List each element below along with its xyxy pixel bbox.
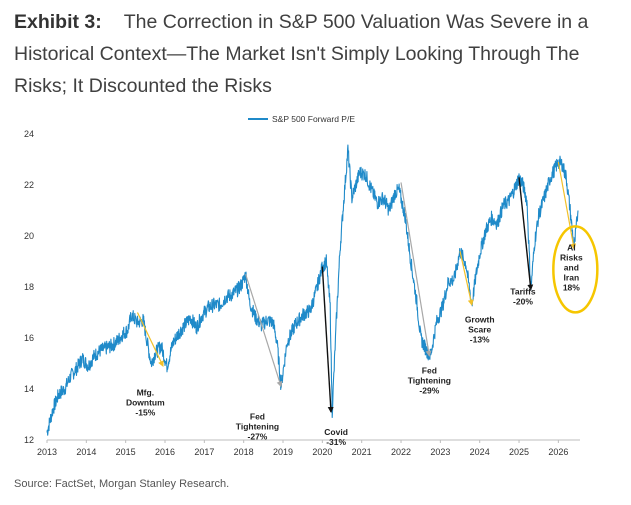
annotation-label: Growth Scare -13% (465, 315, 495, 345)
x-tick-label: 2020 (312, 447, 332, 457)
y-tick-label: 20 (24, 231, 34, 241)
y-tick-label: 16 (24, 333, 34, 343)
x-tick-label: 2021 (352, 447, 372, 457)
y-tick-label: 22 (24, 180, 34, 190)
y-tick-label: 12 (24, 435, 34, 445)
x-tick-label: 2019 (273, 447, 293, 457)
annotation-label: Fed Tightening -27% (236, 412, 279, 442)
x-tick-label: 2022 (391, 447, 411, 457)
x-tick-label: 2024 (470, 447, 490, 457)
legend-swatch (248, 118, 268, 120)
x-tick-label: 2016 (155, 447, 175, 457)
annotation-arrow (400, 182, 432, 357)
title-lead: Exhibit 3: (14, 11, 102, 33)
annotation-arrow (459, 251, 474, 306)
annotation-label: Covid -31% (324, 427, 348, 447)
annotation-label: Tariffs -20% (510, 287, 536, 307)
x-tick-label: 2015 (116, 447, 136, 457)
x-tick-label: 2013 (37, 447, 57, 457)
legend-label: S&P 500 Forward P/E (272, 114, 355, 124)
annotation-arrow (321, 266, 334, 413)
annotation-arrow (136, 312, 164, 367)
x-tick-label: 2026 (548, 447, 568, 457)
y-tick-label: 18 (24, 282, 34, 292)
page-title: Exhibit 3: The Correction in S&P 500 Valu… (14, 6, 626, 102)
annotation-label: Fed Tightening -29% (408, 366, 451, 396)
annotation-arrow (518, 177, 534, 291)
annotation-arrow (557, 161, 577, 250)
annotation-arrow (245, 274, 283, 388)
legend: S&P 500 Forward P/E (248, 114, 355, 124)
annotation-label: AI Risks and Iran 18% (560, 242, 583, 292)
highlight-ellipse (552, 225, 599, 314)
annotation-label: Mfg. Downtum -15% (126, 387, 165, 417)
source-note: Source: FactSet, Morgan Stanley Research… (14, 478, 230, 490)
x-tick-label: 2023 (430, 447, 450, 457)
y-tick-label: 24 (24, 129, 34, 139)
x-tick-label: 2025 (509, 447, 529, 457)
series-line-sp500-forward-pe (46, 144, 579, 436)
x-tick-label: 2017 (194, 447, 214, 457)
title-text: The Correction in S&P 500 Valuation Was … (14, 11, 589, 97)
x-tick-label: 2014 (76, 447, 96, 457)
x-tick-label: 2018 (234, 447, 254, 457)
y-tick-label: 14 (24, 384, 34, 394)
